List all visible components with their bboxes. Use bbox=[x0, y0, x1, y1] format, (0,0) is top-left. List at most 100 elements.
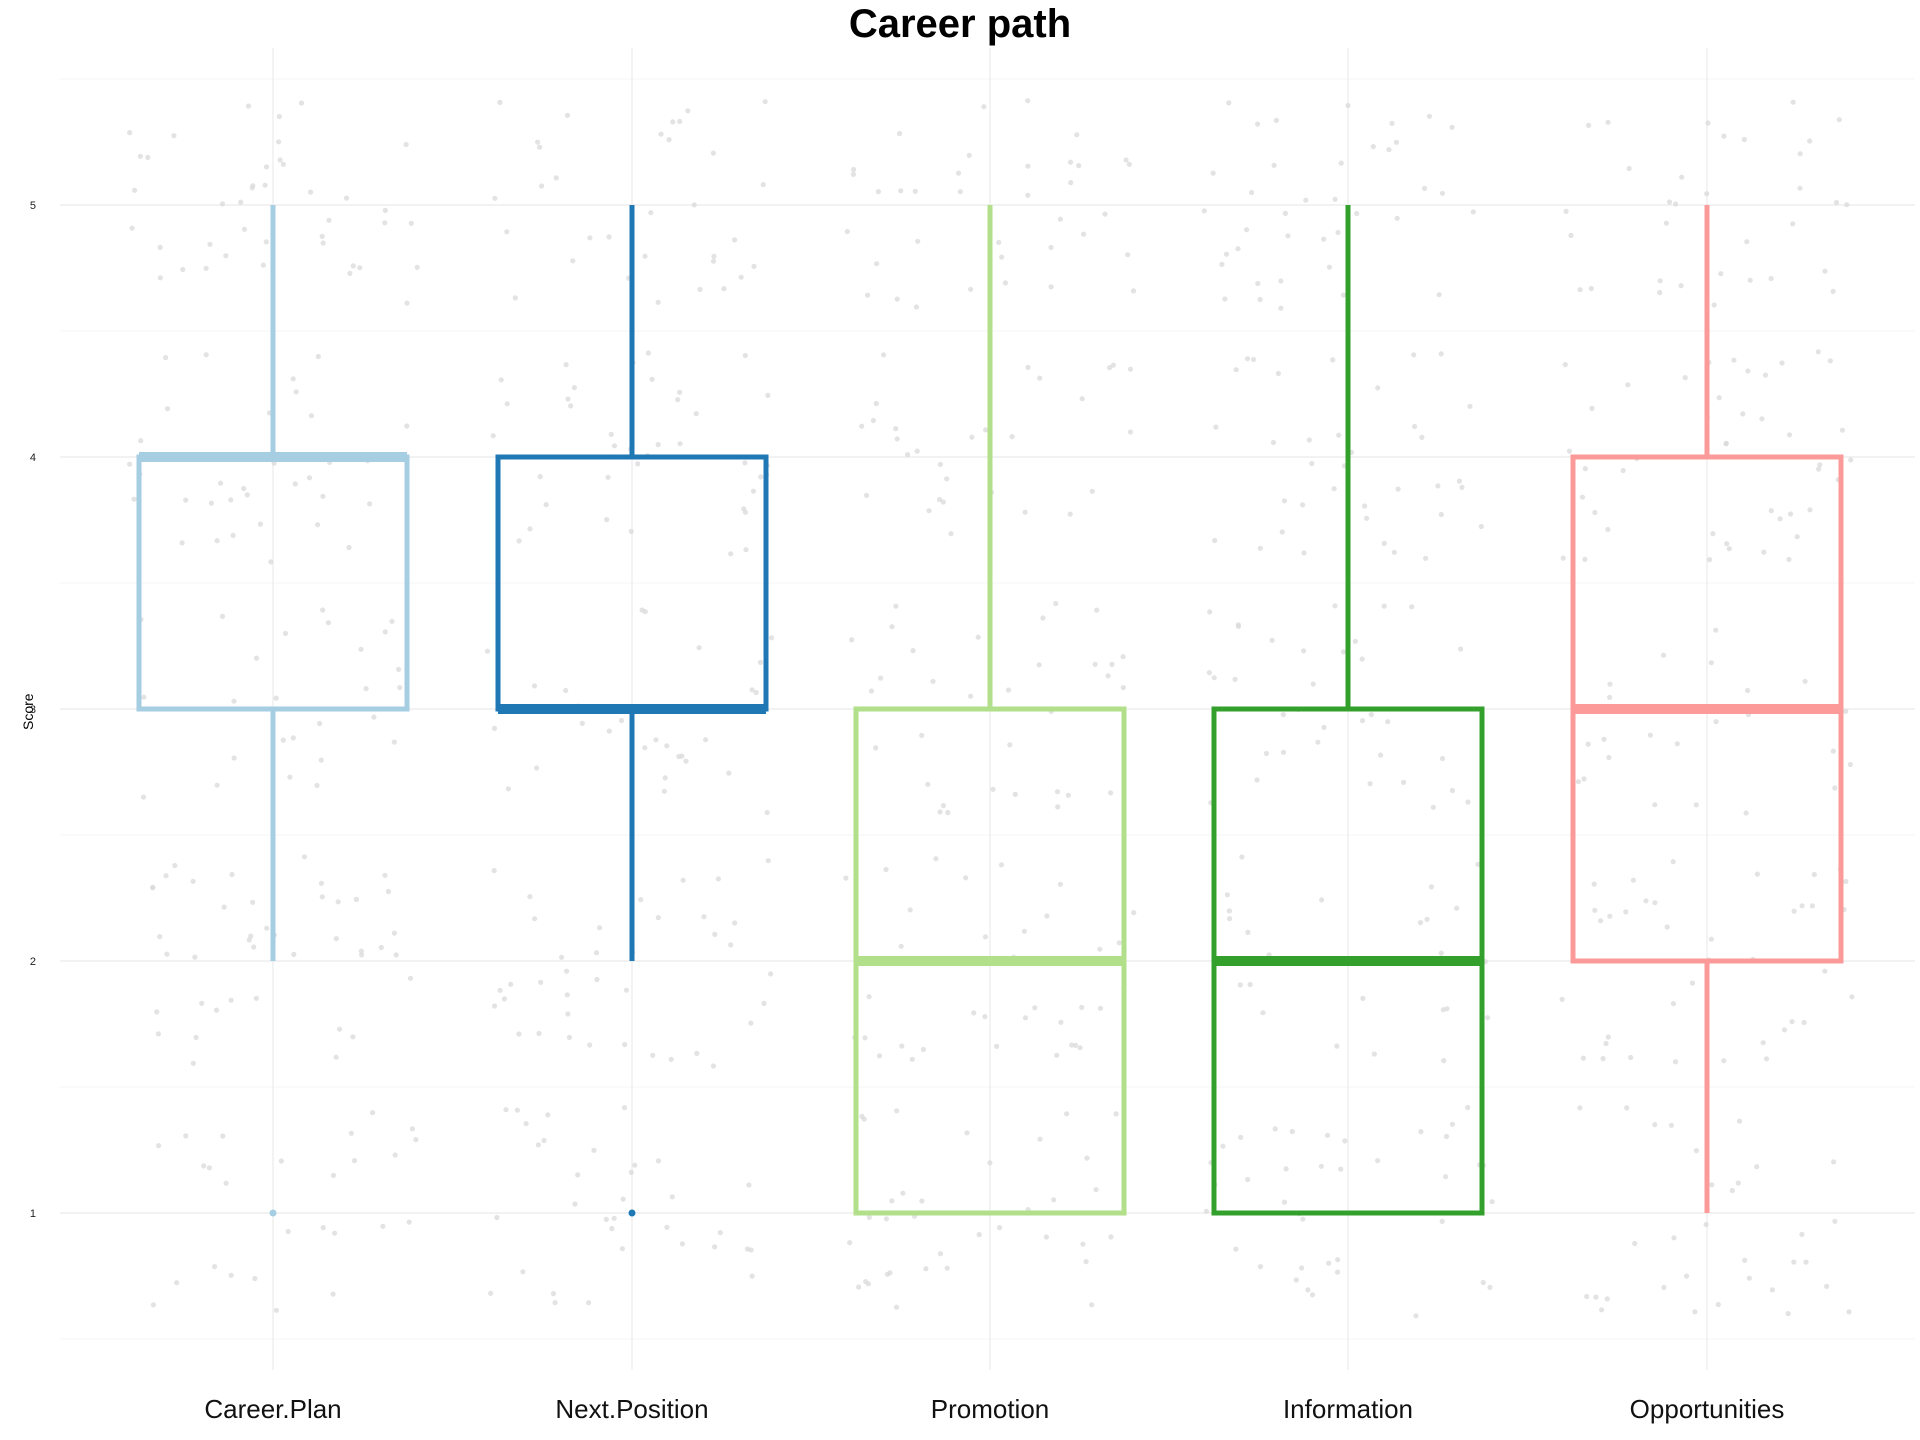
jitter-point bbox=[320, 1225, 326, 1231]
jitter-point bbox=[550, 1291, 557, 1297]
jitter-point bbox=[290, 735, 296, 741]
jitter-point bbox=[353, 896, 359, 903]
jitter-point bbox=[609, 1225, 615, 1232]
jitter-point bbox=[406, 1219, 412, 1225]
jitter-point bbox=[1630, 877, 1636, 883]
jitter-point bbox=[214, 538, 220, 544]
jitter-point bbox=[508, 981, 514, 987]
jitter-point bbox=[1067, 511, 1073, 517]
jitter-point bbox=[171, 133, 177, 139]
jitter-point bbox=[915, 238, 921, 244]
jitter-point bbox=[1044, 913, 1050, 919]
jitter-point bbox=[1623, 909, 1629, 915]
jitter-point bbox=[1441, 1058, 1447, 1064]
jitter-point bbox=[1319, 897, 1325, 903]
jitter-point bbox=[1127, 366, 1133, 372]
jitter-point bbox=[155, 1031, 161, 1037]
jitter-point bbox=[203, 265, 209, 271]
jitter-point bbox=[535, 139, 541, 145]
jitter-point bbox=[1371, 1051, 1377, 1057]
jitter-point bbox=[750, 488, 757, 494]
jitter-point bbox=[1624, 1105, 1630, 1111]
x-category-label: Opportunities bbox=[1630, 1394, 1785, 1424]
jitter-point bbox=[287, 774, 293, 780]
jitter-point bbox=[1300, 502, 1306, 508]
jitter-point bbox=[761, 1000, 767, 1007]
jitter-point bbox=[1671, 1235, 1677, 1241]
jitter-point bbox=[728, 551, 734, 557]
jitter-point bbox=[936, 496, 943, 503]
jitter-point bbox=[564, 992, 570, 998]
jitter-point bbox=[276, 139, 282, 145]
jitter-point bbox=[223, 253, 229, 259]
jitter-point bbox=[920, 1046, 927, 1053]
jitter-point bbox=[1711, 302, 1717, 308]
jitter-point bbox=[319, 894, 325, 900]
jitter-point bbox=[999, 254, 1005, 260]
jitter-point bbox=[1745, 368, 1751, 374]
jitter-point bbox=[330, 1172, 336, 1178]
jitter-point bbox=[925, 781, 931, 787]
jitter-point bbox=[1760, 1040, 1766, 1046]
jitter-point bbox=[276, 113, 282, 120]
jitter-point bbox=[1832, 785, 1838, 791]
jitter-point bbox=[404, 423, 410, 429]
jitter-point bbox=[1421, 185, 1428, 191]
jitter-point bbox=[1785, 1311, 1791, 1317]
jitter-point bbox=[1009, 434, 1015, 440]
jitter-point bbox=[710, 258, 717, 264]
jitter-point bbox=[392, 1152, 398, 1158]
jitter-point bbox=[1585, 741, 1591, 747]
jitter-point bbox=[768, 635, 775, 641]
jitter-point bbox=[333, 936, 339, 942]
jitter-point bbox=[1224, 892, 1230, 898]
jitter-point bbox=[843, 875, 849, 881]
jitter-point bbox=[1097, 1005, 1104, 1011]
jitter-point bbox=[1321, 236, 1327, 242]
jitter-point bbox=[1710, 531, 1716, 537]
jitter-point bbox=[347, 270, 353, 276]
jitter-point bbox=[655, 299, 661, 305]
jitter-point bbox=[1289, 1128, 1295, 1135]
jitter-point bbox=[1278, 305, 1284, 311]
jitter-point bbox=[899, 1043, 905, 1049]
jitter-point bbox=[1705, 120, 1711, 126]
jitter-point bbox=[320, 607, 326, 613]
jitter-point bbox=[1352, 638, 1358, 644]
jitter-point bbox=[712, 1244, 718, 1250]
jitter-point bbox=[1715, 1301, 1721, 1308]
jitter-point bbox=[847, 1240, 853, 1246]
jitter-point bbox=[586, 1300, 592, 1306]
jitter-point bbox=[619, 1246, 626, 1252]
jitter-point bbox=[1588, 285, 1594, 292]
jitter-point bbox=[278, 1158, 284, 1164]
jitter-point bbox=[1012, 791, 1018, 798]
jitter-point bbox=[163, 873, 169, 879]
jitter-point bbox=[308, 413, 314, 419]
jitter-point bbox=[1742, 1257, 1748, 1263]
jitter-point bbox=[484, 648, 491, 654]
jitter-point bbox=[414, 264, 420, 270]
jitter-point bbox=[1716, 395, 1722, 401]
jitter-point bbox=[1604, 1296, 1610, 1302]
jitter-point bbox=[875, 189, 882, 195]
jitter-point bbox=[1109, 661, 1115, 668]
jitter-point bbox=[326, 217, 332, 223]
jitter-point bbox=[382, 207, 388, 213]
jitter-point bbox=[881, 352, 887, 358]
jitter-point bbox=[568, 403, 574, 409]
jitter-point bbox=[488, 1290, 494, 1296]
jitter-point bbox=[565, 1011, 571, 1017]
jitter-point bbox=[1334, 1269, 1341, 1275]
jitter-point bbox=[1271, 162, 1277, 168]
jitter-point bbox=[1559, 996, 1565, 1003]
jitter-point bbox=[306, 475, 313, 481]
jitter-point bbox=[622, 1041, 628, 1048]
jitter-point bbox=[930, 678, 936, 684]
jitter-point bbox=[293, 389, 299, 395]
jitter-point bbox=[676, 753, 682, 760]
jitter-point bbox=[1079, 396, 1085, 402]
jitter-point bbox=[1054, 1052, 1060, 1058]
jitter-point bbox=[1335, 229, 1341, 236]
jitter-point bbox=[346, 544, 352, 551]
